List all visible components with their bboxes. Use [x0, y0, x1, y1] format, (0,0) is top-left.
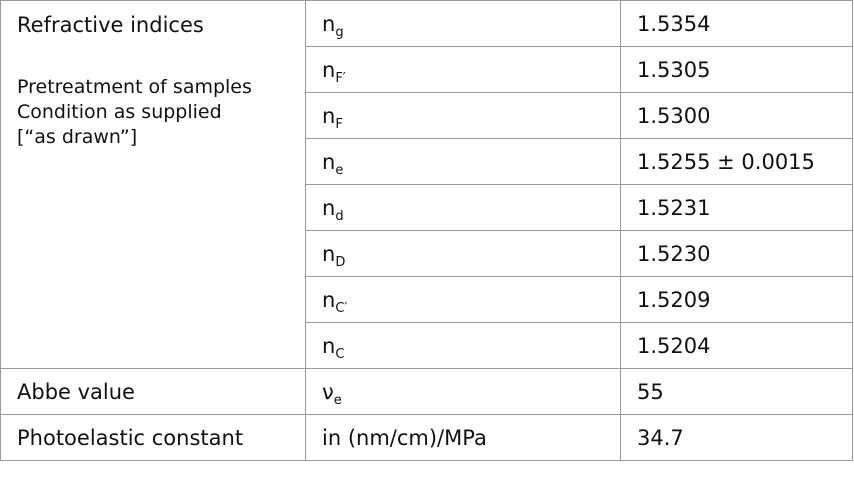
table-row: Refractive indices Pretreatment of sample…	[0, 0, 853, 369]
value-cell: 1.5255 ± 0.0015	[620, 138, 853, 185]
symbol-cell: nd	[305, 184, 621, 231]
symbol-base: n	[322, 149, 336, 174]
symbol-cell: nF	[305, 92, 621, 139]
table-row: nd 1.5231	[1, 184, 853, 231]
symbol-base: n	[322, 195, 336, 220]
symbol-cell: nF′	[305, 46, 621, 93]
symbol-subscript: d	[335, 208, 344, 224]
symbol-base: n	[322, 57, 336, 82]
table-row: Abbe value νe 55	[0, 368, 853, 415]
symbol-base: n	[322, 241, 336, 266]
table-row: nD 1.5230	[1, 230, 853, 277]
symbol-subscript: e	[335, 162, 344, 178]
value-cell: 1.5209	[620, 276, 853, 323]
symbol-base: ν	[322, 379, 334, 404]
table-row: Photoelastic constant in (nm/cm)/MPa 34.7	[0, 414, 853, 461]
value-cell: 34.7	[620, 414, 853, 461]
symbol-subscript: F	[335, 116, 343, 132]
symbol-subscript: C	[335, 346, 345, 362]
value-cell: 55	[620, 368, 853, 415]
symbol-cell: nC	[305, 322, 621, 369]
symbol-cell: nD	[305, 230, 621, 277]
value-cell: 1.5230	[620, 230, 853, 277]
symbol-base: n	[322, 287, 336, 312]
symbol-cell: ne	[305, 138, 621, 185]
symbol-subscript: g	[335, 24, 344, 40]
symbol-subscript: C′	[335, 300, 348, 316]
group-cell: Refractive indices Pretreatment of sample…	[0, 0, 306, 369]
table-row: ne 1.5255 ± 0.0015	[1, 138, 853, 185]
value-cell: 1.5305	[620, 46, 853, 93]
value-cell: 1.5204	[620, 322, 853, 369]
label-cell: Abbe value	[0, 368, 306, 415]
value-cell: 1.5300	[620, 92, 853, 139]
table-row: nF′ 1.5305	[1, 46, 853, 93]
note-line: Pretreatment of samples	[17, 76, 252, 98]
note-line: Condition as supplied	[17, 101, 222, 123]
value-cell: 1.5231	[620, 184, 853, 231]
note-line: [“as drawn”]	[17, 126, 138, 148]
unit-cell: in (nm/cm)/MPa	[305, 414, 621, 461]
group-note: Pretreatment of samples Condition as supp…	[17, 75, 305, 150]
symbol-subscript: e	[333, 392, 342, 408]
symbol-base: n	[322, 11, 336, 36]
symbol-subscript: D	[335, 254, 346, 270]
symbol-base: n	[322, 103, 336, 128]
symbol-cell: νe	[305, 368, 621, 415]
symbol-cell: ng	[305, 0, 621, 47]
value-cell: 1.5354	[620, 0, 853, 47]
symbol-cell: nC′	[305, 276, 621, 323]
group-label: Refractive indices	[17, 13, 204, 37]
symbol-base: n	[322, 333, 336, 358]
label-cell: Photoelastic constant	[0, 414, 306, 461]
symbol-subscript: F′	[335, 70, 346, 86]
property-table: Refractive indices Pretreatment of sample…	[0, 0, 853, 461]
table-row: nF 1.5300	[1, 92, 853, 139]
